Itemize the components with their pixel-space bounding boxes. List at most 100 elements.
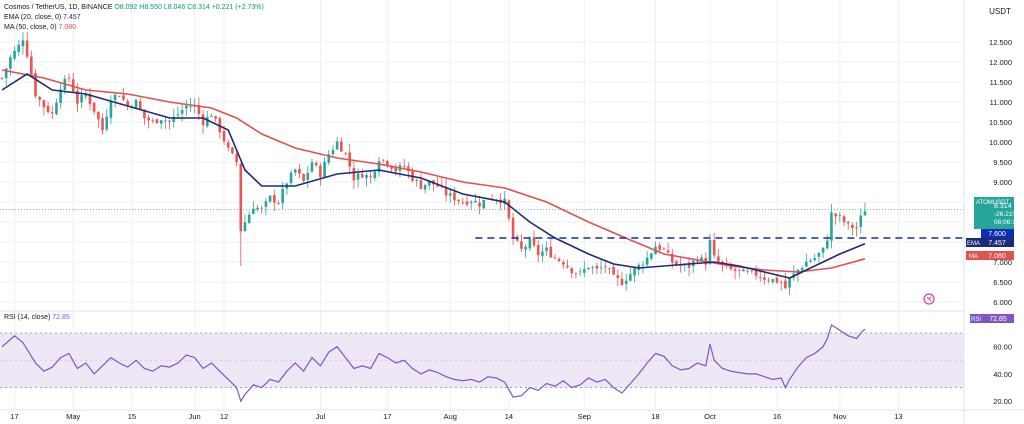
candle [168, 119, 171, 130]
candle [415, 178, 419, 187]
candle [733, 265, 737, 280]
time-tick-label: 13 [894, 412, 902, 421]
candle [239, 163, 243, 266]
rsi-legend[interactable]: RSI (14, close) 72.85 [4, 313, 70, 323]
candle [331, 144, 335, 157]
candle [113, 92, 117, 108]
candle [737, 269, 741, 278]
candle [84, 90, 88, 100]
candle [545, 241, 548, 257]
candle [591, 265, 594, 275]
time-tick-label: 17 [383, 412, 391, 421]
time-tick-label: 16 [773, 412, 781, 421]
rsi-tag-value: 72.85 [989, 316, 1007, 323]
rsi-axis-ticks: 60.00 40.00 20.00 [993, 343, 1012, 406]
time-tick-label: 17 [10, 412, 18, 421]
candle [138, 97, 142, 111]
candle [763, 271, 766, 285]
rsi-tick-label: 60.00 [993, 343, 1012, 352]
candle [708, 233, 712, 266]
close-value: C8.314 [187, 4, 210, 11]
candle [272, 189, 276, 212]
candle [721, 260, 724, 272]
ema-legend-label: EMA (20, close, 0) [4, 14, 62, 21]
currency-label[interactable]: USDT [989, 7, 1011, 16]
candle [742, 268, 745, 272]
candle [319, 162, 322, 186]
candle [360, 168, 364, 179]
candle [176, 106, 180, 119]
candle [482, 199, 486, 210]
candle [817, 252, 821, 263]
candle [264, 197, 268, 216]
candle [566, 259, 569, 269]
candle [637, 262, 641, 276]
candle [381, 158, 385, 163]
candle [666, 242, 670, 254]
candle [536, 240, 540, 263]
ema-legend[interactable]: EMA (20, close, 0) 7.457 [4, 13, 81, 23]
ema-tag-value: 7.457 [988, 240, 1006, 247]
candle [105, 108, 109, 132]
candle [373, 170, 377, 181]
candle [386, 159, 389, 168]
candle [226, 139, 230, 152]
alert-clock-icon[interactable] [923, 293, 935, 305]
price-tag-change: -26.21% [994, 211, 1018, 218]
ma-tag-value: 7.080 [988, 253, 1006, 260]
candle [97, 111, 100, 129]
candle [478, 196, 481, 215]
candle [13, 46, 16, 61]
level-tag: 7.600 [981, 229, 1014, 238]
candle [750, 269, 754, 274]
rsi-tick-label: 40.00 [993, 370, 1012, 379]
candle [549, 237, 553, 259]
price-tag-price: 8.314 [994, 203, 1012, 210]
candle [603, 259, 607, 273]
candle [792, 265, 796, 281]
candle [101, 113, 104, 135]
candle [758, 270, 762, 282]
candle [587, 267, 590, 271]
price-tick-label: 12.000 [989, 58, 1012, 67]
candle [109, 95, 113, 124]
candle [352, 160, 356, 190]
candle [298, 164, 301, 179]
candle [197, 97, 201, 121]
candle [155, 118, 159, 124]
candle [243, 214, 247, 232]
candle [235, 150, 238, 167]
candle [147, 114, 150, 129]
ma-tag: MA 7.080 [966, 251, 1014, 260]
candle [645, 250, 649, 268]
candle [268, 195, 272, 204]
rsi-legend-value: 72.85 [52, 314, 70, 321]
candle [599, 259, 603, 275]
price-tick-label: 11.500 [990, 78, 1012, 87]
candle [377, 156, 381, 177]
candle [650, 252, 653, 261]
rsi-tag: RSI 72.85 [970, 314, 1014, 323]
price-tick-label: 6.500 [993, 278, 1012, 287]
candle [50, 105, 54, 120]
candle [306, 166, 310, 188]
candle [616, 269, 620, 287]
symbol-title[interactable]: Cosmos / TetherUS, 1D, BINANCE [4, 4, 113, 11]
candle [771, 278, 775, 284]
price-tick-label: 9.500 [993, 158, 1012, 167]
candle [335, 137, 339, 151]
price-tick-label: 10.000 [989, 138, 1012, 147]
candle [687, 256, 691, 277]
candle [365, 172, 368, 187]
ma-legend[interactable]: MA (50, close, 0) 7.080 [4, 23, 76, 33]
candle [662, 246, 666, 251]
candle [25, 32, 29, 59]
candle [402, 159, 406, 169]
rsi-tag-name: RSI [971, 317, 981, 323]
candle [779, 279, 783, 291]
candle [612, 264, 615, 276]
candle [398, 162, 402, 178]
high-value: H8.550 [139, 4, 162, 11]
candle [830, 203, 833, 249]
candle [30, 50, 33, 78]
